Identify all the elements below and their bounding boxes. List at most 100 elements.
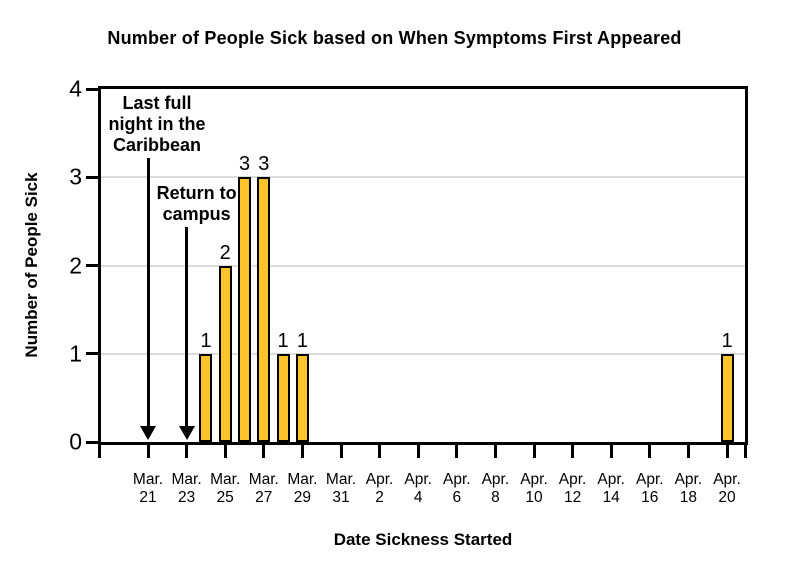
bar-value-label: 2 [219, 241, 231, 264]
x-tick [609, 445, 613, 458]
bar [218, 265, 232, 442]
x-tick-label-line: Mar. [325, 471, 357, 488]
x-tick-label-line: 23 [177, 489, 196, 506]
annotation-text: Return to campus [157, 183, 237, 225]
x-tick-label: Mar. 23 [152, 471, 222, 507]
x-tick [300, 445, 304, 458]
arrow-down-icon [178, 426, 195, 440]
bar-value-label: 1 [277, 329, 289, 352]
x-tick [648, 445, 652, 458]
x-tick-label-line: 29 [293, 489, 312, 506]
x-tick-label: Mar. 27 [229, 471, 299, 507]
x-tick-label-line: Apr. [365, 471, 394, 488]
bar-value-label: 1 [721, 329, 733, 352]
x-tick-label-line: 14 [602, 489, 620, 506]
x-tick [455, 445, 459, 458]
x-tick-label-line: Apr. [558, 471, 587, 488]
bar [720, 353, 734, 442]
gridline [101, 352, 745, 355]
y-tick-label: 3 [69, 163, 82, 190]
x-tick-label: Apr. 14 [576, 471, 646, 507]
x-tick-label-line: Apr. [404, 471, 432, 488]
x-tick [725, 445, 729, 458]
x-tick-label: Mar. 29 [267, 471, 337, 507]
x-tick-label-line: Mar. [132, 471, 164, 488]
y-tick [86, 352, 98, 356]
y-tick [86, 175, 98, 179]
x-tick-label-line: Apr. [636, 471, 664, 488]
y-tick-label: 4 [69, 75, 82, 102]
x-tick-label: Apr. 6 [422, 471, 492, 507]
x-axis-corner-tick [98, 445, 101, 458]
x-tick [378, 445, 382, 458]
x-tick-label: Mar. 25 [190, 471, 260, 507]
x-tick-label-line: Apr. [674, 471, 703, 488]
x-tick-label-line: 2 [375, 489, 384, 506]
arrow-line [185, 227, 189, 427]
x-tick-label: Apr. 10 [499, 471, 569, 507]
x-tick [223, 445, 227, 458]
annotation-text-line: campus [162, 204, 231, 224]
x-tick-label: Apr. 2 [345, 471, 415, 507]
x-tick [493, 445, 497, 458]
x-tick [532, 445, 536, 458]
x-tick-label-line: Apr. [713, 471, 741, 488]
bar-value-label: 1 [200, 329, 212, 352]
gridline [101, 176, 745, 179]
y-tick-label: 0 [69, 428, 82, 455]
x-tick [146, 445, 150, 458]
y-tick [86, 87, 98, 91]
x-tick-label: Mar. 21 [113, 471, 183, 507]
x-tick-label-line: 27 [255, 489, 273, 506]
x-tick-label-line: Mar. [248, 471, 279, 488]
x-tick-label: Apr. 12 [538, 471, 608, 507]
x-tick-label: Apr. 20 [692, 471, 762, 507]
x-tick-label: Apr. 16 [615, 471, 685, 507]
x-tick-label-line: 16 [641, 489, 659, 506]
bar [295, 353, 309, 442]
x-tick-label-line: Apr. [481, 471, 510, 488]
x-tick-label-line: 4 [413, 489, 423, 506]
annotation-text: Last full night in the Caribbean [109, 93, 206, 156]
x-tick-label-line: 31 [332, 489, 350, 506]
bar-value-label: 3 [258, 153, 270, 176]
x-tick-label-line: 8 [491, 489, 500, 506]
bar [199, 353, 213, 442]
x-tick-label-line: 18 [679, 489, 698, 506]
annotation-text-line: Last full [122, 93, 192, 113]
x-tick-label-line: 12 [563, 489, 582, 506]
bar [257, 177, 271, 442]
x-tick-label-line: Apr. [520, 471, 548, 488]
x-tick-label-line: 20 [718, 489, 736, 506]
x-tick-label-line: Mar. [287, 471, 318, 488]
annotation-text-line: night in the [108, 114, 206, 134]
x-tick [571, 445, 575, 458]
arrow-line [146, 158, 150, 427]
bar [238, 177, 251, 442]
x-tick [686, 445, 690, 458]
x-tick-label-line: Mar. [210, 471, 241, 488]
x-tick-label-line: 21 [139, 489, 157, 506]
x-tick-label-line: Apr. [597, 471, 625, 488]
bar [276, 353, 290, 442]
x-tick-label-line: Apr. [443, 471, 471, 488]
arrow-down-icon [140, 426, 156, 440]
annotation-text-line: Caribbean [112, 135, 202, 155]
y-tick-label: 1 [69, 340, 82, 367]
y-tick-label: 2 [69, 252, 82, 278]
x-tick-label-line: 6 [452, 489, 462, 506]
x-tick [185, 445, 189, 458]
x-axis-title: Date Sickness Started [333, 530, 513, 549]
y-tick [86, 264, 98, 267]
bar-value-label: 1 [296, 329, 308, 352]
bar-value-label: 3 [238, 153, 251, 176]
x-tick-label: Mar. 31 [306, 471, 376, 507]
y-tick [86, 440, 98, 444]
gridline [101, 264, 745, 267]
x-tick [339, 445, 343, 458]
x-tick-label: Apr. 4 [383, 471, 453, 507]
x-axis-corner-tick [744, 445, 747, 458]
annotation-text-line: Return to [156, 183, 237, 203]
